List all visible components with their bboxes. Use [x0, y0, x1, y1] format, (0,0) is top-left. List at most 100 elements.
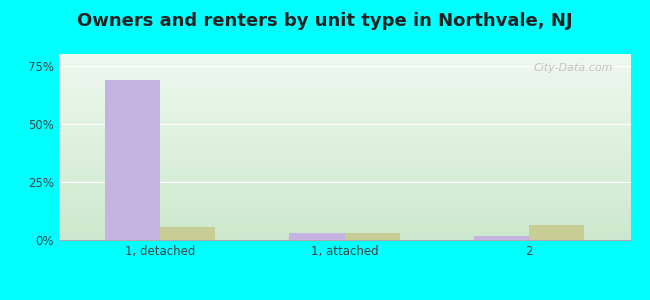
- Bar: [58, 130, 630, 131]
- Bar: [58, 150, 630, 152]
- Bar: [58, 238, 630, 240]
- Bar: [58, 190, 630, 192]
- Bar: [58, 192, 630, 194]
- Bar: [58, 187, 630, 189]
- Bar: [58, 127, 630, 128]
- Bar: [58, 224, 630, 226]
- Bar: [58, 181, 630, 183]
- Bar: [58, 204, 630, 206]
- Bar: [58, 74, 630, 76]
- Bar: [58, 79, 630, 80]
- Bar: [58, 100, 630, 102]
- Bar: [58, 159, 630, 161]
- Bar: [58, 85, 630, 86]
- Bar: [58, 76, 630, 77]
- Bar: [58, 183, 630, 184]
- Bar: [58, 54, 630, 56]
- Bar: [58, 158, 630, 159]
- Bar: [58, 237, 630, 238]
- Bar: [58, 93, 630, 94]
- Bar: [58, 235, 630, 237]
- Bar: [58, 108, 630, 110]
- Bar: [58, 186, 630, 187]
- Bar: [58, 65, 630, 66]
- Bar: [58, 209, 630, 211]
- Bar: [58, 156, 630, 158]
- Bar: [58, 124, 630, 125]
- Bar: [58, 169, 630, 170]
- Bar: [58, 164, 630, 166]
- Bar: [529, 225, 584, 240]
- Bar: [58, 56, 630, 57]
- Bar: [58, 206, 630, 208]
- Bar: [58, 103, 630, 105]
- Bar: [58, 221, 630, 223]
- Text: City-Data.com: City-Data.com: [534, 63, 614, 73]
- Bar: [58, 144, 630, 146]
- Bar: [58, 136, 630, 138]
- Bar: [58, 57, 630, 58]
- Bar: [344, 233, 400, 240]
- Bar: [58, 128, 630, 130]
- Bar: [58, 155, 630, 156]
- Bar: [58, 172, 630, 173]
- Bar: [58, 234, 630, 235]
- Bar: [474, 236, 529, 240]
- Bar: [58, 152, 630, 153]
- Bar: [58, 196, 630, 198]
- Bar: [58, 176, 630, 178]
- Bar: [58, 195, 630, 196]
- Bar: [58, 189, 630, 190]
- Bar: [58, 60, 630, 62]
- Bar: [58, 142, 630, 144]
- Bar: [58, 113, 630, 114]
- Bar: [58, 175, 630, 176]
- Bar: [58, 94, 630, 96]
- Bar: [58, 68, 630, 70]
- Bar: [58, 200, 630, 201]
- Bar: [58, 122, 630, 124]
- Bar: [58, 201, 630, 203]
- Bar: [58, 116, 630, 118]
- Bar: [58, 114, 630, 116]
- Bar: [289, 232, 344, 240]
- Bar: [58, 107, 630, 108]
- Bar: [58, 86, 630, 88]
- Bar: [58, 70, 630, 71]
- Bar: [160, 227, 215, 240]
- Bar: [58, 131, 630, 133]
- Bar: [58, 105, 630, 107]
- Bar: [58, 232, 630, 234]
- Bar: [58, 208, 630, 209]
- Bar: [58, 203, 630, 204]
- Bar: [58, 161, 630, 163]
- Bar: [58, 119, 630, 121]
- Bar: [58, 184, 630, 186]
- Text: Owners and renters by unit type in Northvale, NJ: Owners and renters by unit type in North…: [77, 12, 573, 30]
- Bar: [58, 125, 630, 127]
- Bar: [58, 226, 630, 228]
- Bar: [58, 212, 630, 214]
- Bar: [58, 214, 630, 215]
- Bar: [58, 91, 630, 93]
- Bar: [58, 96, 630, 98]
- Bar: [58, 163, 630, 164]
- Bar: [58, 173, 630, 175]
- Bar: [58, 66, 630, 68]
- Bar: [58, 71, 630, 73]
- Bar: [58, 167, 630, 169]
- Bar: [58, 231, 630, 232]
- Bar: [58, 148, 630, 150]
- Bar: [58, 63, 630, 65]
- Bar: [58, 138, 630, 139]
- Bar: [58, 194, 630, 195]
- Bar: [58, 99, 630, 100]
- Bar: [58, 98, 630, 99]
- Bar: [58, 82, 630, 83]
- Bar: [58, 179, 630, 181]
- Bar: [58, 121, 630, 122]
- Bar: [58, 90, 630, 91]
- Bar: [58, 111, 630, 113]
- Bar: [58, 80, 630, 82]
- Bar: [58, 88, 630, 90]
